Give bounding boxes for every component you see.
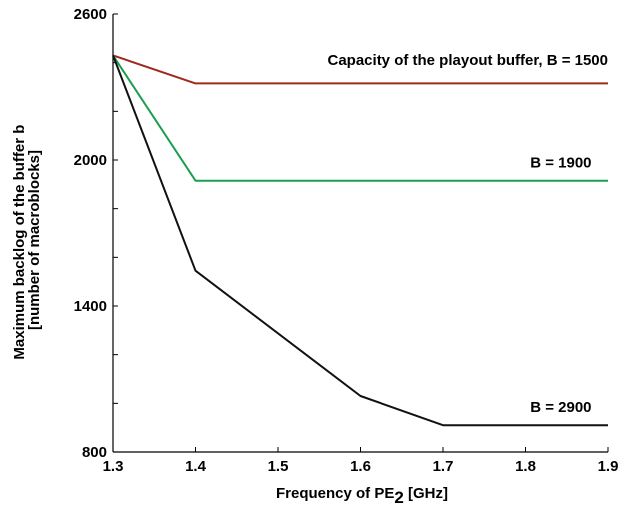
series-line-2 [112,54,608,182]
x-tick-label: 1.9 [598,458,619,475]
series-line-3 [112,55,608,427]
x-tick-label: 1.3 [103,458,124,475]
series-label-3: B = 2900 [530,399,591,416]
y-tick-label: 1400 [74,298,107,315]
x-tick-label: 1.6 [350,458,371,475]
y-axis-label-line-1: Maximum backlog of the buffer b [11,125,28,360]
y-axis-label-line-2: [number of macroblocks] [26,150,43,330]
axis-ticks: 1.3 1.4 1.5 1.6 1.7 1.8 1.9 800 1400 2000 2600 [74,6,619,475]
x-axis-label: Frequency of PE2 [GHz] [276,485,448,507]
series-group [112,54,608,427]
series-label-2: B = 1900 [530,154,591,171]
y-tick-label: 800 [82,444,107,461]
y-tick-label: 2000 [74,152,107,169]
x-tick-label: 1.7 [433,458,454,475]
series-labels: Capacity of the playout buffer, B = 1500… [328,52,609,416]
series-label-1: Capacity of the playout buffer, B = 1500 [328,52,609,69]
y-tick-label: 2600 [74,6,107,23]
x-tick-label: 1.4 [185,458,207,475]
y-axis-label: Maximum backlog of the buffer b [number … [11,120,43,359]
series-line-1 [112,54,608,85]
x-tick-label: 1.8 [515,458,536,475]
x-axis-label-subscript: 2 [394,488,403,507]
x-tick-label: 1.5 [268,458,289,475]
